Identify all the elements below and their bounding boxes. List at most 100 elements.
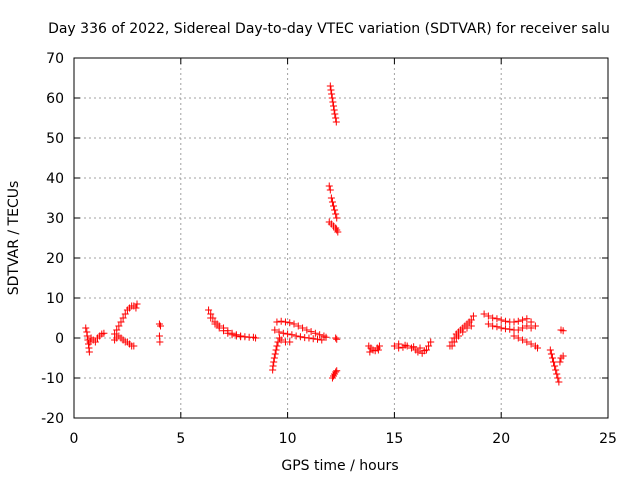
data-point (288, 331, 296, 339)
data-point (493, 315, 501, 323)
data-point (510, 332, 518, 340)
x-tick-label: 15 (385, 431, 403, 447)
data-point (425, 342, 433, 350)
data-point (330, 102, 338, 110)
data-point (506, 325, 514, 333)
data-point (330, 202, 338, 210)
data-point (550, 358, 558, 366)
data-point (327, 194, 335, 202)
data-point (205, 306, 213, 314)
cluster-arc-18h-rise-b (448, 322, 475, 350)
x-axis-label: GPS time / hours (281, 458, 398, 474)
data-point (328, 90, 336, 98)
data-point (497, 316, 505, 324)
data-point (252, 334, 260, 342)
data-point (273, 342, 281, 350)
data-point (555, 378, 563, 386)
data-point (130, 342, 138, 350)
cluster-arc-2h-rise (111, 300, 141, 338)
data-point (113, 326, 121, 334)
data-point (327, 86, 335, 94)
data-point (469, 312, 477, 320)
data-point (467, 322, 475, 330)
data-point (286, 338, 294, 346)
data-point (100, 329, 108, 337)
cluster-arc-2h-low (111, 332, 138, 350)
data-point (211, 320, 219, 328)
data-point (375, 342, 383, 350)
cluster-arc-0.5h (82, 324, 108, 356)
data-point (290, 320, 298, 328)
data-point (85, 348, 93, 356)
data-point (292, 332, 300, 340)
data-point (450, 338, 458, 346)
y-tick-label: 40 (46, 171, 64, 187)
data-point (334, 228, 342, 236)
data-point (325, 182, 333, 190)
data-point (294, 322, 302, 330)
data-point (277, 336, 285, 344)
y-tick-label: 30 (46, 211, 64, 227)
data-point (333, 335, 341, 343)
x-tick-labels: 0 5 10 15 20 25 (70, 431, 617, 447)
data-point (523, 322, 531, 330)
data-point (119, 314, 127, 322)
data-point (480, 310, 488, 318)
x-tick-label: 5 (176, 431, 185, 447)
data-point (390, 342, 398, 350)
data-point (418, 349, 426, 357)
x-tick-label: 10 (279, 431, 297, 447)
cluster-arc-12h-high (326, 82, 340, 126)
cluster-arc-6.5h-b (207, 314, 245, 341)
cluster-arc-23h (557, 326, 567, 335)
data-point (331, 110, 339, 118)
data-point (91, 338, 99, 346)
cluster-arc-20h-mid (484, 320, 535, 334)
data-point (296, 333, 304, 341)
cluster-arc-12h-mid (325, 182, 341, 222)
data-point (82, 324, 90, 332)
data-point (232, 332, 240, 340)
data-point (270, 354, 278, 362)
data-point (463, 324, 471, 332)
y-tick-label: 10 (46, 291, 64, 307)
data-point (510, 318, 518, 326)
data-point (553, 370, 561, 378)
cluster-arc-20h-top (480, 310, 539, 330)
data-point (224, 329, 232, 337)
data-point (548, 354, 556, 362)
data-point (111, 330, 119, 338)
data-point (332, 210, 340, 218)
data-point (156, 338, 164, 346)
data-point (519, 324, 527, 332)
data-point (527, 324, 535, 332)
y-tick-labels: -20 -10 0 10 20 30 40 50 60 70 (41, 51, 64, 427)
data-point (547, 350, 555, 358)
data-point (556, 358, 564, 366)
y-tick-label: 0 (55, 331, 64, 347)
data-point (484, 312, 492, 320)
data-point (366, 348, 374, 356)
data-point (534, 344, 542, 352)
data-point (281, 318, 289, 326)
data-point (552, 366, 560, 374)
data-point (554, 374, 562, 382)
cluster-arc-15.5h-b (395, 340, 430, 357)
y-axis-label: SDTVAR / TECUs (6, 181, 22, 296)
data-point (331, 206, 339, 214)
data-point (395, 340, 403, 348)
data-point (459, 328, 467, 336)
data-point (322, 333, 330, 341)
data-point (328, 94, 336, 102)
data-point (155, 332, 163, 340)
data-point (273, 318, 281, 326)
x-tick-label: 0 (70, 431, 79, 447)
data-point (514, 334, 522, 342)
data-point (328, 198, 336, 206)
data-point (316, 331, 324, 339)
cluster-arc-12h-bottom (328, 334, 341, 382)
y-tick-label: 50 (46, 131, 64, 147)
data-point (514, 326, 522, 334)
data-point (454, 332, 462, 340)
data-point (330, 106, 338, 114)
